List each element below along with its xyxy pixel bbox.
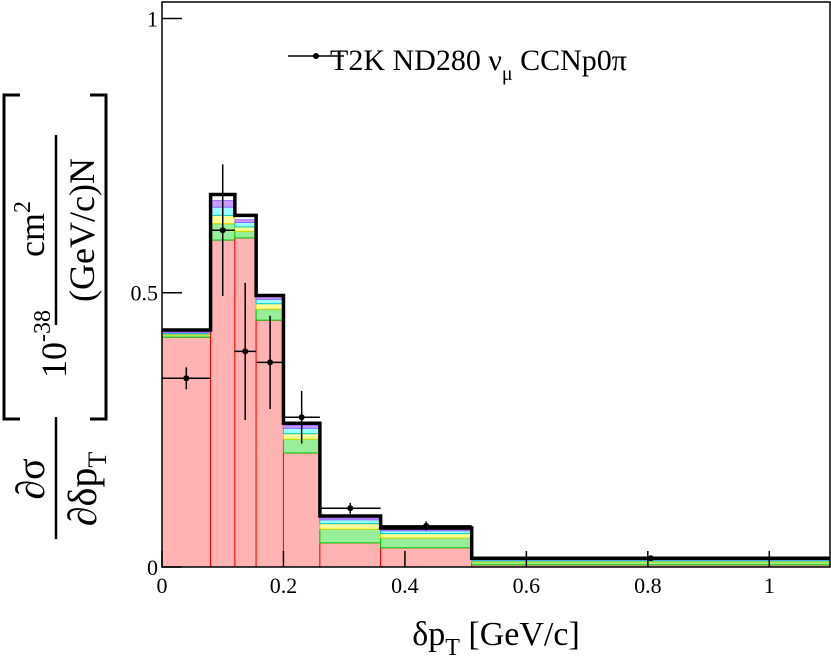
legend-marker bbox=[313, 53, 319, 59]
x-tick-label: 0 bbox=[157, 573, 168, 598]
y-label-unit-num: cm2 bbox=[10, 201, 52, 257]
data-point bbox=[183, 375, 190, 382]
histogram-segment bbox=[319, 519, 382, 525]
y-label-numerator: ∂σ bbox=[8, 458, 53, 499]
histogram-segment bbox=[234, 222, 257, 228]
legend-label: T2K ND280 νμ CCNp0π bbox=[330, 44, 627, 85]
histogram-segment bbox=[255, 303, 284, 310]
y-label-scale: 10-38 bbox=[30, 310, 74, 378]
histogram-segment bbox=[234, 230, 257, 239]
data-point bbox=[298, 414, 305, 421]
data-point bbox=[267, 359, 274, 366]
histogram-segment bbox=[234, 219, 257, 224]
x-tick-label: 1 bbox=[764, 573, 775, 598]
x-tick-label: 0.2 bbox=[270, 573, 298, 598]
histogram-segment bbox=[319, 528, 382, 544]
y-tick-label: 0 bbox=[147, 555, 158, 580]
histogram-segment bbox=[319, 517, 382, 521]
x-axis-label: δpT [GeV/c] bbox=[412, 616, 580, 661]
x-tick-label: 0.6 bbox=[513, 573, 541, 598]
histogram-segment bbox=[161, 331, 212, 334]
histogram-segment bbox=[255, 298, 284, 305]
histogram-segment bbox=[319, 523, 382, 530]
y-label-unit-den: (GeV/c)N bbox=[62, 158, 102, 302]
histogram-segment bbox=[380, 547, 473, 568]
y-tick-label: 1 bbox=[147, 6, 158, 31]
bracket bbox=[2, 93, 108, 421]
histogram-segment bbox=[380, 533, 473, 539]
x-tick-label: 0.4 bbox=[391, 573, 419, 598]
data-point bbox=[647, 555, 654, 562]
histogram-segment bbox=[319, 542, 382, 568]
y-tick-label: 0.5 bbox=[131, 281, 159, 306]
data-point bbox=[423, 522, 430, 529]
histogram-segment bbox=[282, 452, 321, 568]
data-point bbox=[242, 348, 249, 355]
plot-frame bbox=[161, 1, 831, 568]
y-axis-label: ∂σ ∂δpT 10-38 cm2 (GeV/c)N bbox=[2, 93, 112, 539]
y-label-denominator: ∂δpT bbox=[60, 452, 112, 527]
histogram-segment bbox=[380, 537, 473, 549]
x-tick-label: 0.8 bbox=[634, 573, 662, 598]
data-point bbox=[347, 505, 354, 512]
plot-area bbox=[161, 164, 831, 568]
histogram-segment bbox=[234, 226, 257, 232]
data-point bbox=[219, 227, 226, 234]
